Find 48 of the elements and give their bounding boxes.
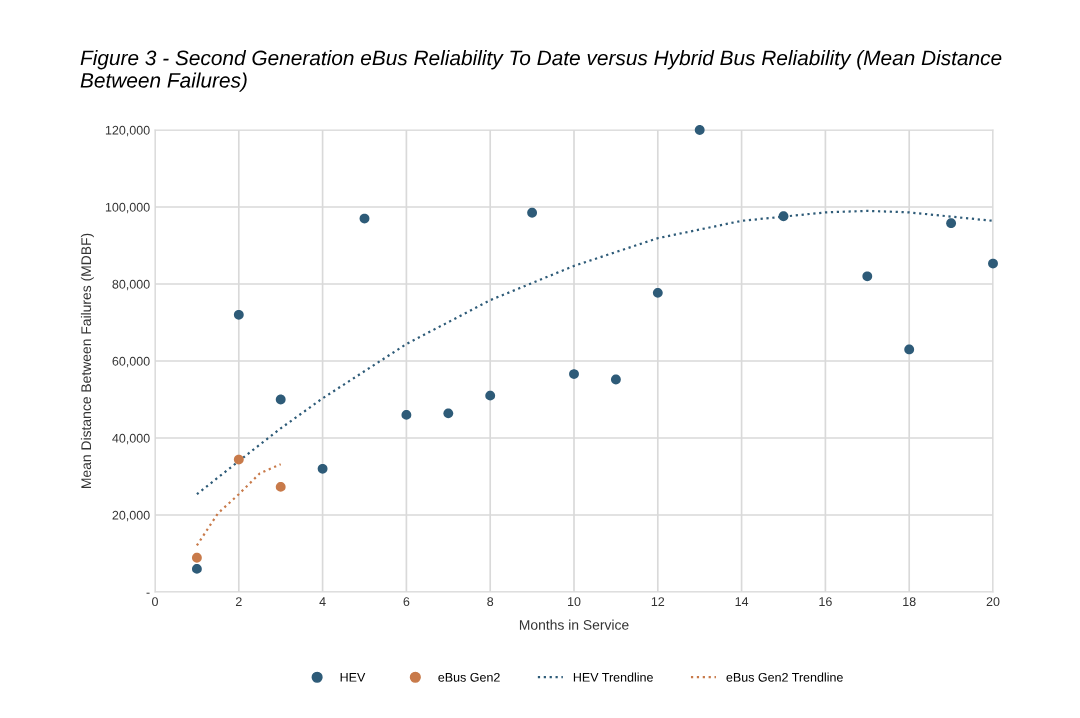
point (610, 374, 621, 385)
point (359, 213, 370, 224)
x-tick-label: 16 (819, 597, 832, 607)
legend-label: eBus Gen2 Trendline (726, 672, 843, 682)
x-tick-label: 12 (651, 597, 665, 606)
point (527, 207, 538, 218)
y-tick-label: 100,000 (105, 202, 150, 214)
point (652, 287, 663, 298)
x-axis-title: Months in Service (519, 619, 629, 630)
point (904, 344, 915, 355)
point (443, 408, 454, 419)
legend-label: HEV Trendline (573, 672, 653, 682)
x-tick-label: 20 (986, 597, 1000, 607)
y-tick-label: 40,000 (112, 433, 150, 445)
line-series (195, 463, 282, 547)
point (275, 481, 286, 492)
point (233, 454, 244, 465)
legend-label: eBus Gen2 (438, 672, 500, 682)
legend-label: HEV (340, 673, 366, 682)
x-tick-label: 2 (235, 597, 242, 606)
y-tick-label: 120,000 (105, 125, 150, 137)
point (317, 463, 328, 474)
point (401, 409, 412, 420)
point (862, 271, 873, 282)
point (946, 218, 957, 229)
point (694, 125, 705, 135)
line-series (195, 209, 993, 496)
point (569, 369, 579, 379)
y-tick-label: 80,000 (112, 279, 150, 291)
point (485, 390, 496, 401)
point (778, 211, 789, 222)
y-tick-label: - (146, 592, 150, 594)
point (275, 394, 286, 405)
x-tick-label: 4 (319, 597, 326, 606)
x-tick-label: 0 (152, 597, 158, 607)
y-tick-label: 20,000 (112, 510, 150, 522)
x-tick-label: 14 (735, 597, 749, 606)
point (233, 309, 244, 320)
y-tick-label: 60,000 (112, 356, 150, 368)
x-tick-label: 8 (487, 597, 494, 607)
x-tick-label: 6 (403, 597, 410, 607)
point (191, 552, 202, 563)
point (988, 258, 998, 269)
y-axis-title: Mean Distance Between Failures (MDBF) (80, 233, 94, 488)
x-tick-label: 18 (903, 597, 916, 607)
point (191, 563, 202, 574)
chart-title: Figure 3 - Second Generation eBus Reliability To Date versus Hybrid Bus Reliability (Mean Distance Between Failures) (80, 50, 1002, 92)
x-tick-label: 10 (568, 597, 581, 607)
